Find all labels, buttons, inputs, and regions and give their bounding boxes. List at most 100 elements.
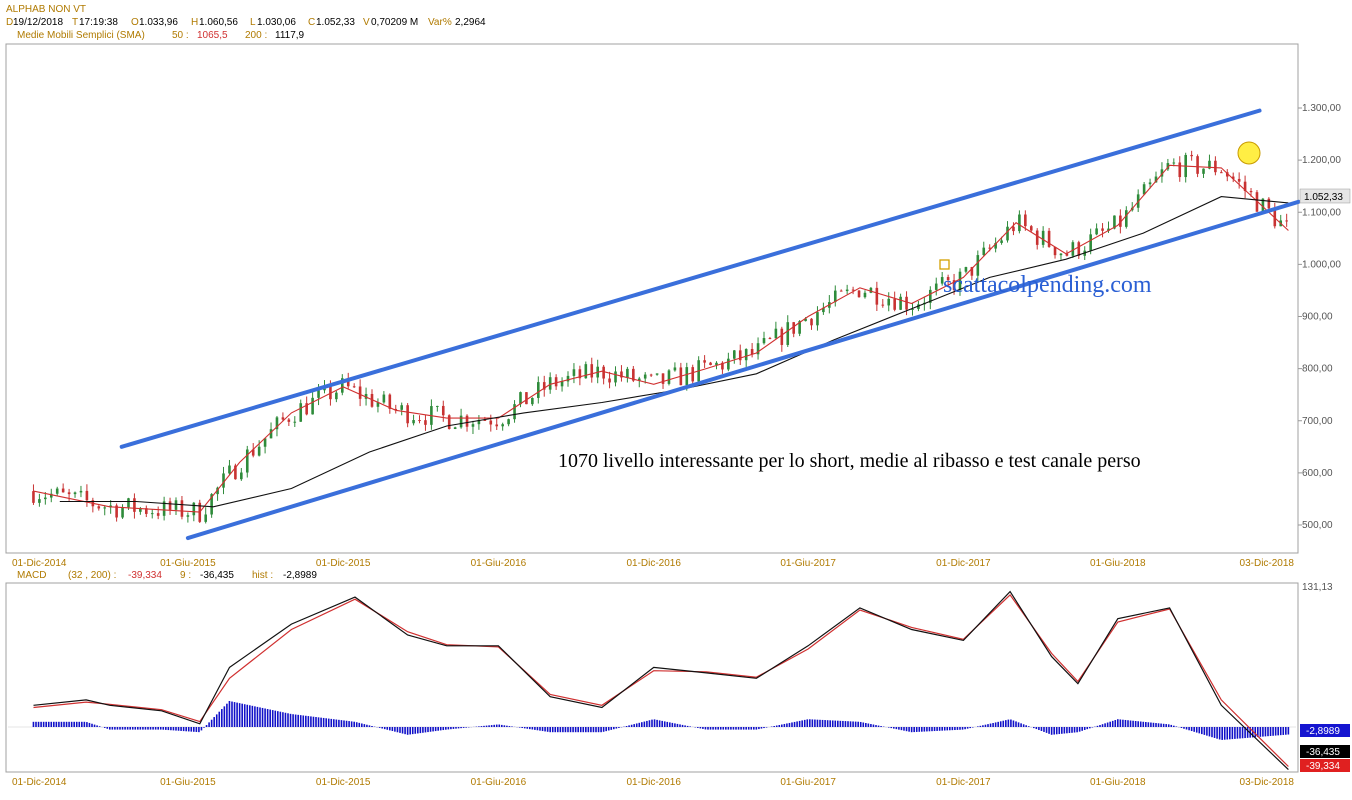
candle-body bbox=[275, 417, 279, 430]
candle-body bbox=[436, 405, 439, 407]
candle-body bbox=[905, 296, 908, 310]
candle-body bbox=[299, 403, 303, 422]
candle-body bbox=[780, 328, 784, 345]
candle-body bbox=[1018, 214, 1021, 232]
candle-body bbox=[756, 343, 760, 355]
candle-body bbox=[115, 505, 118, 518]
candle-body bbox=[816, 312, 819, 326]
candle-body bbox=[1243, 181, 1247, 191]
x-tick-label: 01-Giu-2017 bbox=[780, 777, 836, 788]
x-tick-label: 01-Dic-2016 bbox=[626, 558, 681, 569]
candle-body bbox=[61, 488, 65, 493]
signal-key: 9 : bbox=[180, 570, 191, 581]
candle-body bbox=[1249, 190, 1253, 193]
candle-body bbox=[352, 386, 356, 388]
candle-body bbox=[513, 404, 516, 420]
candle-body bbox=[222, 473, 225, 488]
var-value: 2,2964 bbox=[455, 17, 486, 28]
candle-body bbox=[994, 242, 997, 249]
candle-body bbox=[584, 364, 588, 379]
sma50-line bbox=[33, 164, 1289, 513]
candle-body bbox=[73, 492, 77, 495]
candle-body bbox=[887, 298, 891, 306]
macd-lines bbox=[33, 590, 1289, 771]
macd-y-tick-top: 131,13 bbox=[1302, 582, 1333, 593]
candle-body bbox=[1047, 230, 1051, 247]
x-tick-label: 01-Dic-2017 bbox=[936, 558, 991, 569]
candle-body bbox=[281, 417, 285, 420]
candle-body bbox=[1202, 168, 1205, 174]
candle-body bbox=[875, 287, 879, 305]
candle-body bbox=[1035, 230, 1039, 245]
macd-pane[interactable] bbox=[5, 582, 1299, 773]
candle-body bbox=[1208, 160, 1211, 169]
candle-body bbox=[471, 424, 475, 427]
highlight-circle bbox=[1237, 141, 1261, 165]
candle-body bbox=[376, 402, 380, 407]
candle-body bbox=[346, 378, 350, 387]
candle-body bbox=[311, 397, 314, 415]
candle-body bbox=[162, 501, 166, 516]
candle-body bbox=[186, 515, 190, 517]
candle-body bbox=[245, 449, 249, 473]
candle-body bbox=[703, 360, 706, 363]
candle-body bbox=[1065, 253, 1069, 256]
candle-body bbox=[180, 500, 184, 517]
price-pane[interactable] bbox=[5, 43, 1299, 554]
candle-body bbox=[1024, 214, 1027, 227]
candle-body bbox=[982, 247, 986, 256]
low-value: 1.030,06 bbox=[257, 17, 296, 28]
candle-body bbox=[542, 382, 546, 390]
candle-body bbox=[1077, 242, 1081, 256]
candle-body bbox=[388, 394, 392, 409]
candle-body bbox=[709, 362, 712, 366]
candle-body bbox=[845, 289, 849, 292]
candle-body bbox=[1006, 226, 1009, 241]
candle-body bbox=[335, 392, 338, 400]
candle-body bbox=[507, 419, 510, 425]
candle-body bbox=[121, 507, 124, 518]
candle-body bbox=[477, 419, 481, 425]
x-tick-label: 01-Dic-2015 bbox=[316, 558, 371, 569]
sma200-value: 1117,9 bbox=[275, 30, 305, 41]
candle-body bbox=[869, 287, 873, 293]
candle-body bbox=[727, 358, 730, 370]
macd-line bbox=[33, 590, 1289, 771]
price-y-tick-label: 1.300,00 bbox=[1302, 103, 1341, 114]
candle-body bbox=[133, 498, 136, 512]
candle-body bbox=[97, 506, 101, 509]
candle-body bbox=[964, 267, 968, 272]
candle-body bbox=[447, 415, 451, 430]
candle-body bbox=[269, 429, 273, 439]
candle-body bbox=[946, 277, 950, 281]
volume-value: 0,70209 M bbox=[371, 17, 418, 28]
candle-body bbox=[673, 367, 677, 371]
candle-body bbox=[578, 369, 582, 379]
candle-body bbox=[251, 449, 255, 456]
hist-value: -2,8989 bbox=[283, 570, 317, 581]
candle-body bbox=[1196, 156, 1199, 174]
candle-body bbox=[1142, 184, 1146, 195]
hist-badge-label: -2,8989 bbox=[1306, 726, 1340, 737]
candle-body bbox=[370, 393, 374, 407]
candle-body bbox=[1095, 228, 1098, 235]
macd-histogram bbox=[8, 701, 1296, 740]
candle-body bbox=[1255, 192, 1259, 212]
x-tick-label: 01-Dic-2015 bbox=[316, 777, 371, 788]
candle-body bbox=[240, 472, 243, 480]
price-x-axis: 01-Dic-2014 01-Giu-2015 01-Dic-2015 01-Giu-… bbox=[12, 558, 1294, 569]
watermark-text: scattacolpending.com bbox=[943, 272, 1152, 298]
candle-body bbox=[798, 321, 801, 334]
candle-body bbox=[85, 490, 89, 501]
macd-params: (32 , 200) : bbox=[68, 570, 116, 581]
candle-body bbox=[608, 378, 611, 383]
candle-body bbox=[1071, 242, 1075, 256]
price-y-tick-label: 1.000,00 bbox=[1302, 259, 1341, 270]
x-tick-label: 01-Giu-2018 bbox=[1090, 777, 1146, 788]
candle-body bbox=[667, 370, 671, 384]
candle-body bbox=[1285, 220, 1288, 222]
candle-body bbox=[1101, 228, 1104, 231]
price-y-tick-label: 800,00 bbox=[1302, 364, 1333, 375]
candle-body bbox=[715, 362, 718, 366]
